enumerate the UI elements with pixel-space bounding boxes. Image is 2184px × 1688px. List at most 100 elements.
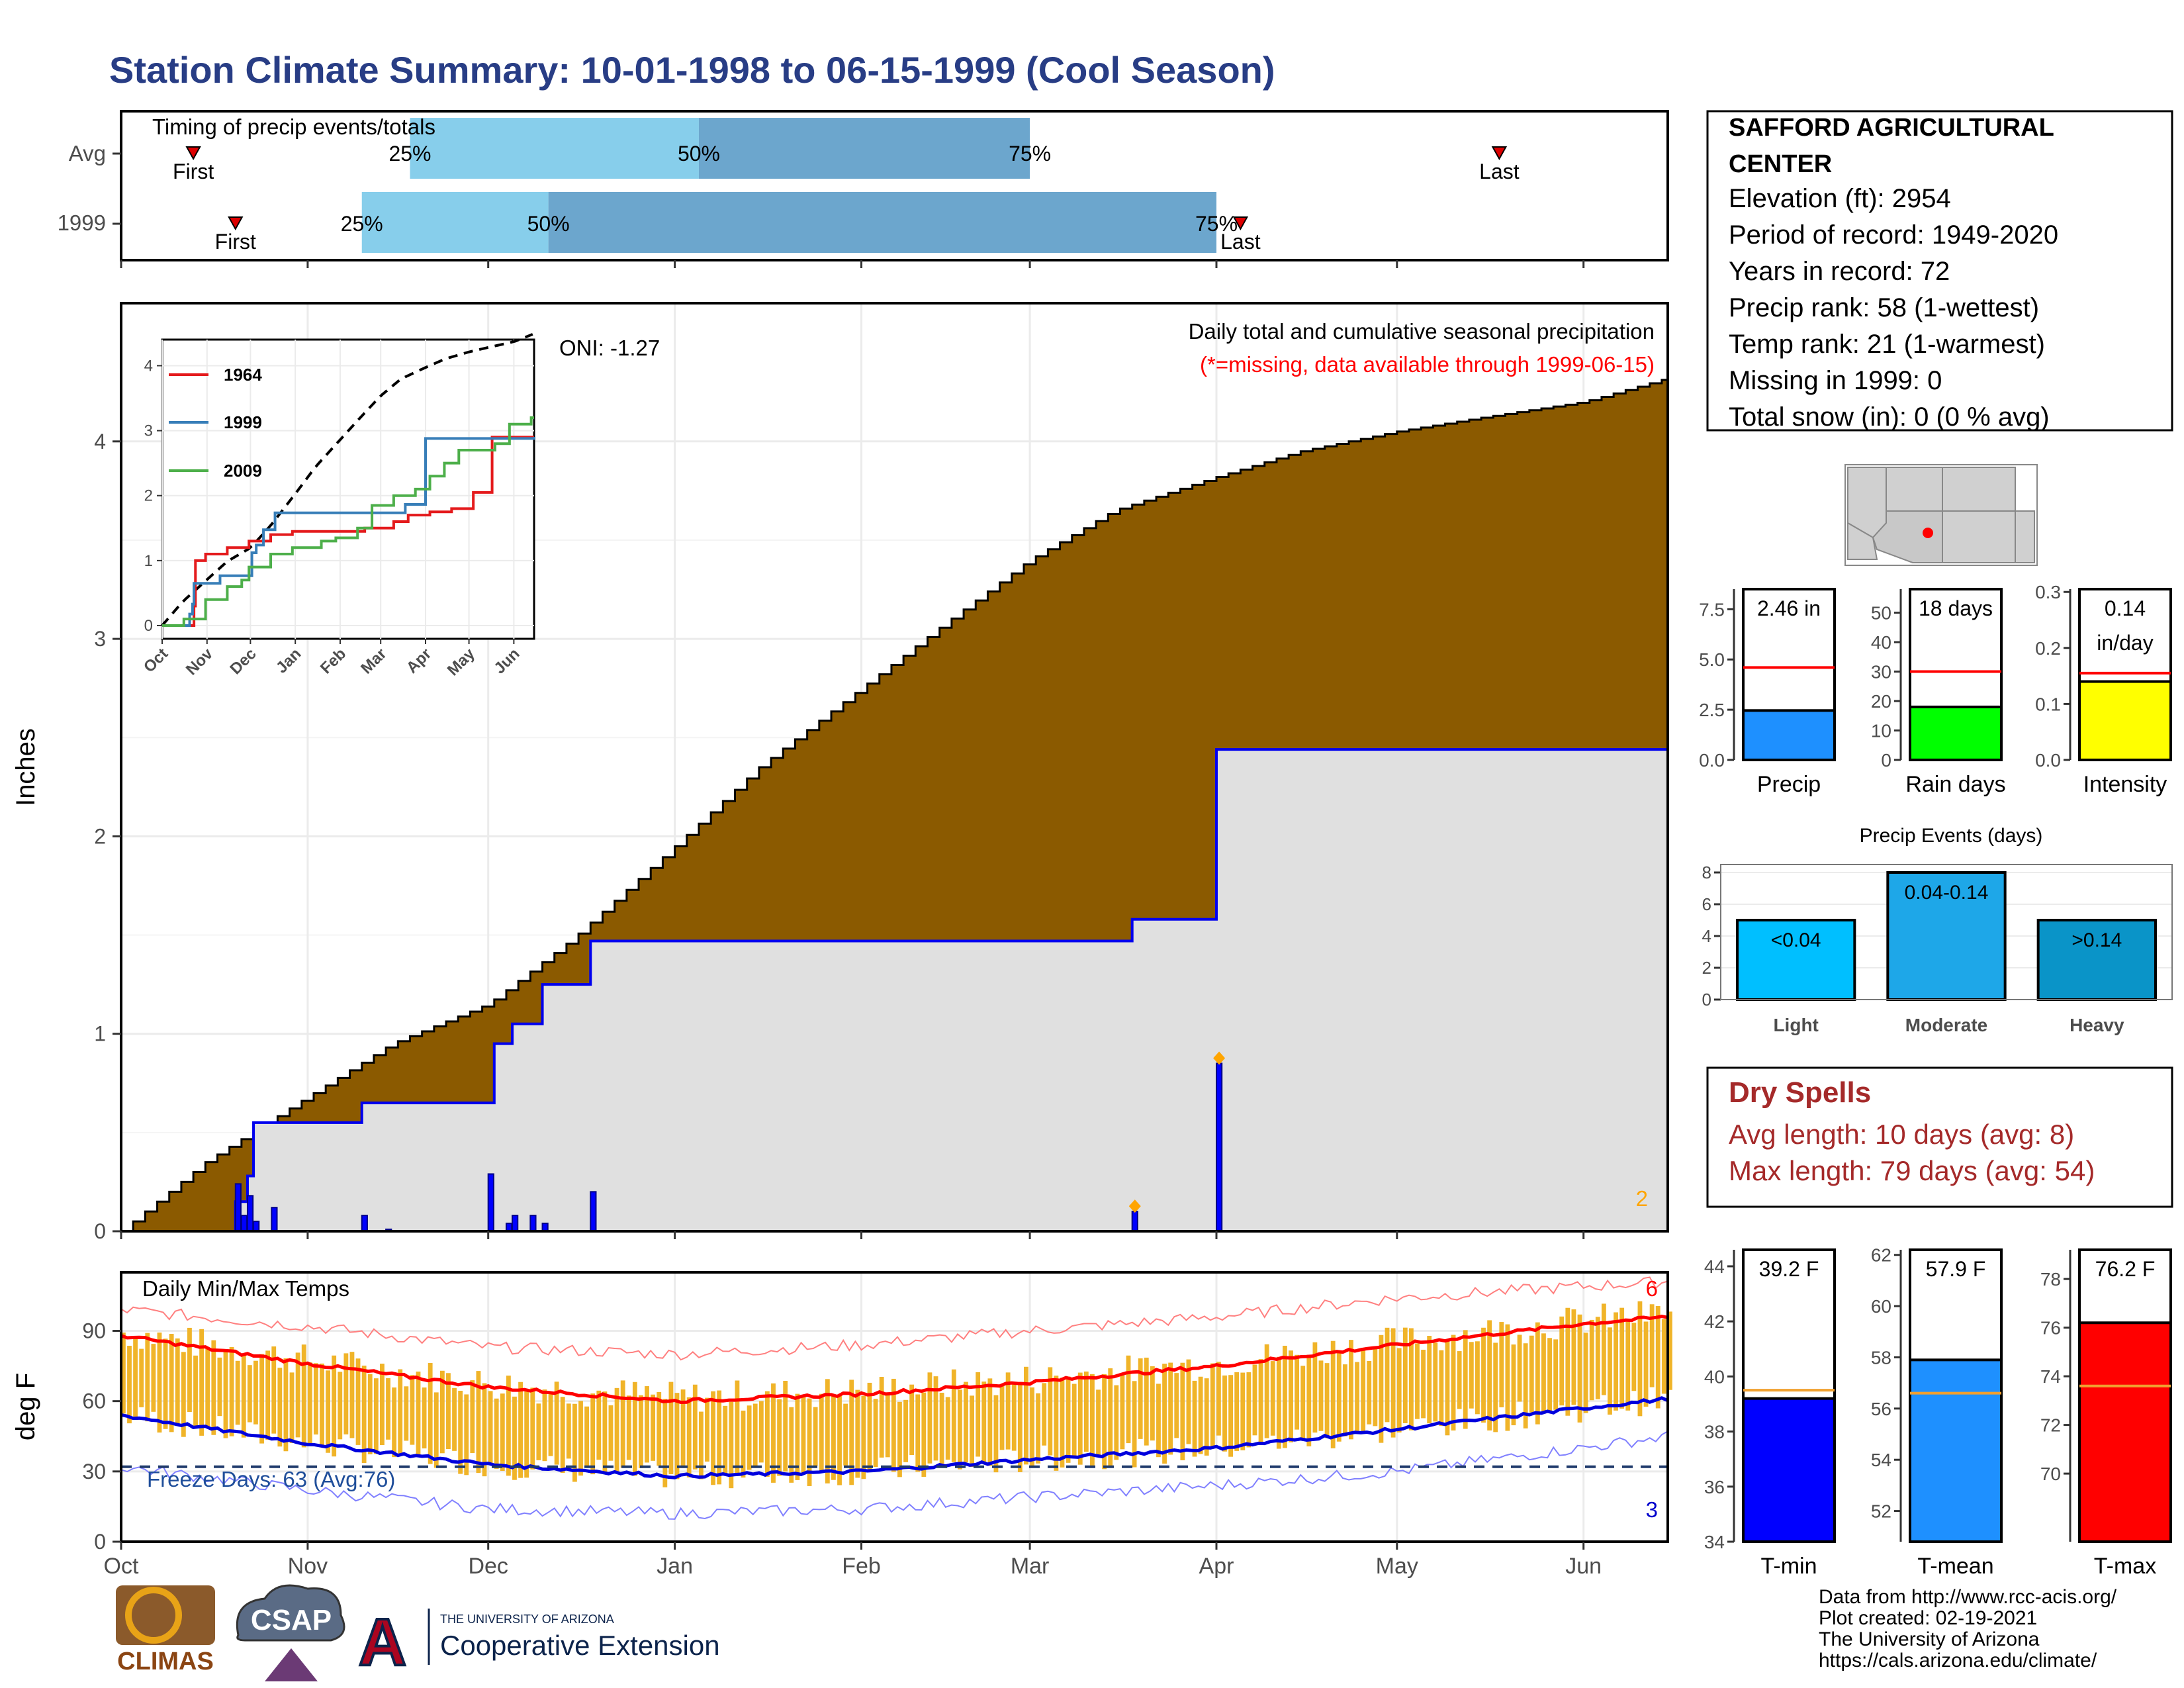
temp-daily-bar <box>1114 1385 1119 1460</box>
temp-daily-bar <box>524 1389 529 1478</box>
temp-daily-bar <box>1011 1382 1017 1451</box>
timing-marker-label-1999-last: Last <box>1220 230 1261 254</box>
timing-pct-label-avg-1: 25% <box>388 142 431 165</box>
temp-summary-tick-label-0-1: 36 <box>1704 1477 1725 1497</box>
daily-precip-bar-1 <box>240 1215 248 1233</box>
temp-daily-bar <box>1349 1340 1353 1440</box>
temp-summary-tick-label-2-2: 74 <box>2040 1366 2061 1387</box>
timing-marker-avg-last <box>1491 146 1508 161</box>
precip-events-tick-label-2: 4 <box>1702 926 1711 946</box>
precip-summary-tick-label-2-1: 0.1 <box>2035 694 2061 714</box>
temp-daily-bar <box>1198 1376 1203 1454</box>
temp-daily-bar <box>891 1378 896 1472</box>
temp-daily-bar <box>584 1406 590 1468</box>
temp-summary-tick-label-1-1: 54 <box>1871 1450 1891 1470</box>
temp-daily-bar <box>512 1396 517 1480</box>
logo-csap: CSAP <box>236 1584 345 1681</box>
temp-daily-bar <box>909 1384 915 1456</box>
temp-daily-bar <box>1126 1355 1131 1444</box>
temp-daily-bar <box>1083 1371 1089 1452</box>
precip-ytick-label-0: 0 <box>94 1219 106 1243</box>
temp-daily-bar <box>295 1352 300 1438</box>
map-state-new-mexico <box>1942 510 2016 563</box>
temp-daily-bar <box>1619 1307 1625 1409</box>
precip-summary-value-bar-2 <box>2078 680 2172 761</box>
temp-daily-bar <box>307 1362 312 1444</box>
temp-daily-bar <box>211 1340 216 1435</box>
temp-daily-bar <box>668 1382 674 1475</box>
daily-precip-flag-1 <box>1213 1051 1226 1065</box>
precip-summary-chart-0: 0.0 2.5 5.0 7.5 2.46 in Precip <box>1699 588 1836 797</box>
temp-lines <box>120 1276 1668 1520</box>
temp-daily-bar <box>1625 1321 1631 1411</box>
temp-daily-bar <box>1342 1364 1347 1436</box>
precip-summary-tick-label-2-3: 0.3 <box>2035 582 2061 602</box>
inset-legend: 1964 1999 2009 <box>169 365 262 481</box>
temp-daily-bar <box>837 1395 842 1485</box>
temp-daily-bar <box>807 1398 812 1486</box>
month-label-5: Mar <box>1011 1554 1050 1579</box>
temp-daily-bar <box>301 1344 306 1448</box>
temp-daily-bar <box>1071 1383 1077 1457</box>
temp-daily-bar <box>1289 1350 1293 1443</box>
map-station-marker <box>1923 528 1933 538</box>
temp-daily-bar <box>1144 1357 1149 1446</box>
temp-daily-bar <box>717 1390 722 1485</box>
temp-daily-bar <box>482 1383 487 1477</box>
daily-precip-bar-10 <box>529 1215 537 1233</box>
month-label-0: Oct <box>104 1554 139 1579</box>
temp-daily-bar <box>1132 1381 1137 1468</box>
temp-daily-bar <box>855 1389 860 1478</box>
temp-daily-bar <box>265 1350 271 1440</box>
precip-events-category-1: Moderate <box>1905 1015 1987 1035</box>
precip-summary-chart-1: 0 10 20 30 40 50 18 days Rain days <box>1871 588 2006 797</box>
timing-bar-avg-25-50 <box>410 118 699 179</box>
precip-events-bar-label-0: <0.04 <box>1771 929 1821 951</box>
dry-spells-box: Dry Spells Avg length: 10 days (avg: 8) … <box>1706 1066 2173 1208</box>
temp-daily-bar <box>1559 1316 1565 1406</box>
temp-ytick-label-90: 90 <box>82 1319 106 1342</box>
temp-summary-value-bar-1 <box>1909 1358 2003 1543</box>
temp-daily-bar <box>614 1387 619 1473</box>
precip-note-2: (*=missing, data available through 1999-… <box>1200 352 1655 377</box>
daily-precip-bars <box>234 1051 1226 1233</box>
temp-daily-bar <box>1318 1360 1324 1431</box>
temp-daily-bar <box>801 1396 806 1473</box>
temp-daily-bar <box>1102 1374 1107 1470</box>
footer-credits: Data from http://www.rcc-acis.org/ Plot … <box>1819 1586 2117 1671</box>
temp-daily-bar <box>1529 1335 1534 1413</box>
temp-daily-bar <box>825 1379 830 1483</box>
temp-daily-bar <box>1042 1383 1047 1446</box>
month-label-2: Dec <box>468 1554 508 1579</box>
temp-daily-bar <box>199 1329 205 1436</box>
temp-daily-bar <box>223 1349 228 1438</box>
temp-daily-bar <box>1300 1366 1306 1440</box>
temp-daily-bar <box>259 1354 264 1444</box>
temp-daily-bar <box>253 1360 258 1425</box>
temp-daily-bar <box>705 1397 709 1462</box>
logo-university-of-arizona: A THE UNIVERSITY OF ARIZONA Cooperative … <box>357 1604 720 1681</box>
temp-summary-tick-label-2-0: 70 <box>2040 1464 2061 1484</box>
temp-daily-bar <box>1204 1378 1209 1456</box>
temp-daily-bar <box>1228 1375 1234 1457</box>
timing-marker-label-avg-last: Last <box>1479 160 1520 183</box>
temp-daily-bar <box>422 1387 427 1449</box>
temp-summary-tick-label-0-2: 38 <box>1704 1422 1725 1442</box>
station-name-line1: SAFFORD AGRICULTURAL <box>1729 114 2054 142</box>
precip-summary-name-2: Intensity <box>2083 772 2167 797</box>
temp-daily-bar <box>410 1375 415 1445</box>
daily-precip-bar-5 <box>361 1215 368 1233</box>
precip-summary-tick-label-1-2: 20 <box>1871 691 1891 712</box>
temp-daily-bar <box>1270 1361 1275 1436</box>
temp-daily-bar <box>355 1358 361 1445</box>
temp-daily-bar <box>1379 1335 1384 1443</box>
temp-daily-bar <box>813 1407 818 1466</box>
inset-line-1999 <box>162 437 535 627</box>
temp-daily-bar <box>247 1365 252 1423</box>
precip-summary-name-1: Rain days <box>1905 772 2005 797</box>
temp-daily-bar <box>1234 1372 1240 1451</box>
station-elevation: Elevation (ft): 2954 <box>1729 184 1951 213</box>
temp-summary-chart-1: 52 54 56 58 60 62 57.9 F T-mean <box>1871 1245 2003 1579</box>
temp-daily-bar <box>1505 1324 1510 1431</box>
temp-daily-bar <box>361 1365 367 1464</box>
